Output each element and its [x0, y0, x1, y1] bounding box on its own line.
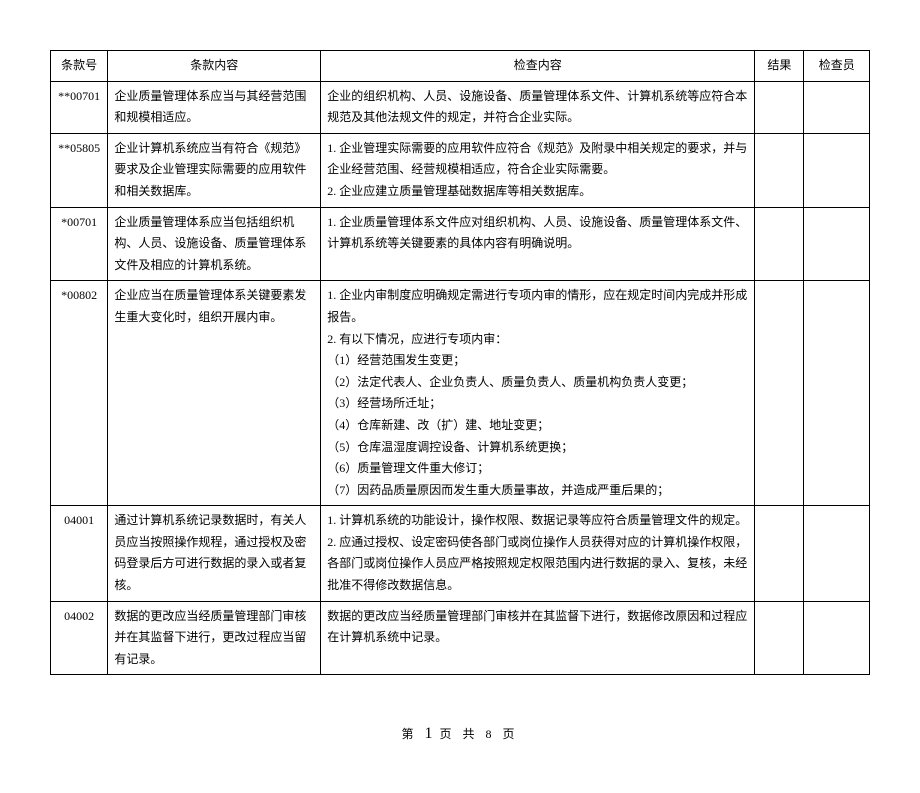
table-row: **05805企业计算机系统应当有符合《规范》要求及企业管理实际需要的应用软件和…	[51, 133, 870, 207]
cell-check-content: 数据的更改应当经质量管理部门审核并在其监督下进行，数据修改原因和过程应在计算机系…	[321, 601, 755, 675]
header-check-content: 检查内容	[321, 51, 755, 82]
cell-result	[755, 207, 804, 281]
cell-inspector	[804, 133, 870, 207]
cell-inspector	[804, 601, 870, 675]
cell-clause-content: 企业质量管理体系应当包括组织机构、人员、设施设备、质量管理体系文件及相应的计算机…	[108, 207, 321, 281]
table-row: **00701企业质量管理体系应当与其经营范围和规模相适应。企业的组织机构、人员…	[51, 81, 870, 133]
cell-check-content: 1. 企业管理实际需要的应用软件应符合《规范》及附录中相关规定的要求，并与企业经…	[321, 133, 755, 207]
cell-result	[755, 81, 804, 133]
table-row: 04002数据的更改应当经质量管理部门审核并在其监督下进行，更改过程应当留有记录…	[51, 601, 870, 675]
pager-prefix: 第	[401, 727, 417, 741]
cell-clause-no: 04001	[51, 506, 108, 601]
cell-check-content: 1. 企业质量管理体系文件应对组织机构、人员、设施设备、质量管理体系文件、计算机…	[321, 207, 755, 281]
pager-current: 1	[425, 725, 433, 742]
inspection-table: 条款号 条款内容 检查内容 结果 检查员 **00701企业质量管理体系应当与其…	[50, 50, 870, 675]
cell-inspector	[804, 506, 870, 601]
cell-inspector	[804, 207, 870, 281]
cell-clause-no: **00701	[51, 81, 108, 133]
pager-middle: 页 共 8 页	[440, 727, 519, 741]
cell-inspector	[804, 81, 870, 133]
cell-check-content: 企业的组织机构、人员、设施设备、质量管理体系文件、计算机系统等应符合本规范及其他…	[321, 81, 755, 133]
header-result: 结果	[755, 51, 804, 82]
header-clause-content: 条款内容	[108, 51, 321, 82]
cell-result	[755, 133, 804, 207]
cell-clause-no: *00701	[51, 207, 108, 281]
cell-clause-content: 数据的更改应当经质量管理部门审核并在其监督下进行，更改过程应当留有记录。	[108, 601, 321, 675]
cell-check-content: 1. 计算机系统的功能设计，操作权限、数据记录等应符合质量管理文件的规定。2. …	[321, 506, 755, 601]
cell-result	[755, 281, 804, 506]
table-row: *00701企业质量管理体系应当包括组织机构、人员、设施设备、质量管理体系文件及…	[51, 207, 870, 281]
header-clause-no: 条款号	[51, 51, 108, 82]
cell-clause-no: 04002	[51, 601, 108, 675]
header-inspector: 检查员	[804, 51, 870, 82]
cell-clause-no: **05805	[51, 133, 108, 207]
cell-check-content: 1. 企业内审制度应明确规定需进行专项内审的情形，应在规定时间内完成并形成报告。…	[321, 281, 755, 506]
cell-result	[755, 506, 804, 601]
cell-clause-content: 企业应当在质量管理体系关键要素发生重大变化时，组织开展内审。	[108, 281, 321, 506]
table-row: *00802企业应当在质量管理体系关键要素发生重大变化时，组织开展内审。1. 企…	[51, 281, 870, 506]
cell-clause-content: 企业质量管理体系应当与其经营范围和规模相适应。	[108, 81, 321, 133]
table-row: 04001通过计算机系统记录数据时，有关人员应当按照操作规程，通过授权及密码登录…	[51, 506, 870, 601]
page-footer: 第 1 页 共 8 页	[50, 725, 870, 743]
cell-clause-content: 企业计算机系统应当有符合《规范》要求及企业管理实际需要的应用软件和相关数据库。	[108, 133, 321, 207]
cell-result	[755, 601, 804, 675]
cell-clause-no: *00802	[51, 281, 108, 506]
cell-clause-content: 通过计算机系统记录数据时，有关人员应当按照操作规程，通过授权及密码登录后方可进行…	[108, 506, 321, 601]
table-header-row: 条款号 条款内容 检查内容 结果 检查员	[51, 51, 870, 82]
cell-inspector	[804, 281, 870, 506]
